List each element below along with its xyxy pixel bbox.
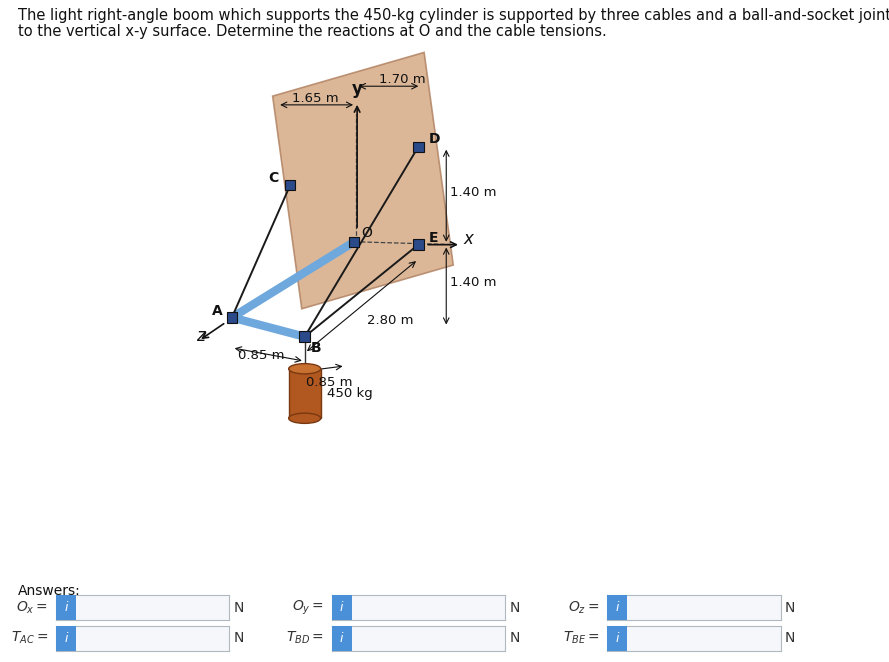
Bar [227, 312, 237, 323]
Text: $T_{BE}=$: $T_{BE}=$ [563, 630, 604, 646]
Text: A: A [212, 304, 222, 318]
Bar [413, 240, 423, 250]
Text: $T_{AC}=$: $T_{AC}=$ [12, 630, 52, 646]
Text: y: y [352, 80, 363, 99]
Bar [289, 369, 321, 418]
Text: B: B [310, 341, 321, 355]
Text: D: D [428, 132, 440, 146]
Text: $O_z=$: $O_z=$ [568, 600, 604, 616]
Text: i: i [64, 632, 68, 645]
Text: to the vertical x-y surface. Determine the reactions at O and the cable tensions: to the vertical x-y surface. Determine t… [18, 24, 606, 40]
Text: i: i [64, 601, 68, 614]
Text: E: E [428, 231, 438, 246]
Text: 0.85 m: 0.85 m [306, 376, 352, 389]
Text: $T_{BD}=$: $T_{BD}=$ [286, 630, 328, 646]
Text: 2.80 m: 2.80 m [367, 314, 413, 328]
Text: N: N [234, 600, 244, 615]
Text: 1.65 m: 1.65 m [292, 92, 339, 105]
Text: x: x [464, 230, 474, 248]
Text: i: i [615, 601, 619, 614]
Text: N: N [785, 631, 796, 645]
Text: $O_y=$: $O_y=$ [292, 598, 328, 617]
Bar [413, 142, 423, 152]
Text: z: z [196, 327, 204, 345]
Text: i: i [615, 632, 619, 645]
Text: O: O [361, 226, 372, 240]
Bar [349, 236, 359, 247]
Bar [300, 332, 310, 342]
Text: 450 kg: 450 kg [326, 387, 372, 400]
Text: C: C [268, 171, 278, 185]
Text: 1.40 m: 1.40 m [451, 186, 497, 199]
Text: $O_x=$: $O_x=$ [16, 600, 52, 616]
Text: 0.85 m: 0.85 m [238, 350, 284, 362]
Bar [284, 180, 295, 191]
Ellipse shape [289, 363, 321, 374]
Text: N: N [509, 631, 520, 645]
Text: 1.40 m: 1.40 m [451, 276, 497, 289]
Ellipse shape [289, 413, 321, 424]
Polygon shape [273, 52, 453, 308]
Text: The light right-angle boom which supports the 450-kg cylinder is supported by th: The light right-angle boom which support… [18, 8, 889, 23]
Text: i: i [340, 601, 343, 614]
Text: 1.70 m: 1.70 m [380, 73, 426, 86]
Text: N: N [509, 600, 520, 615]
Text: i: i [340, 632, 343, 645]
Text: N: N [785, 600, 796, 615]
Text: N: N [234, 631, 244, 645]
Text: Answers:: Answers: [18, 584, 81, 598]
